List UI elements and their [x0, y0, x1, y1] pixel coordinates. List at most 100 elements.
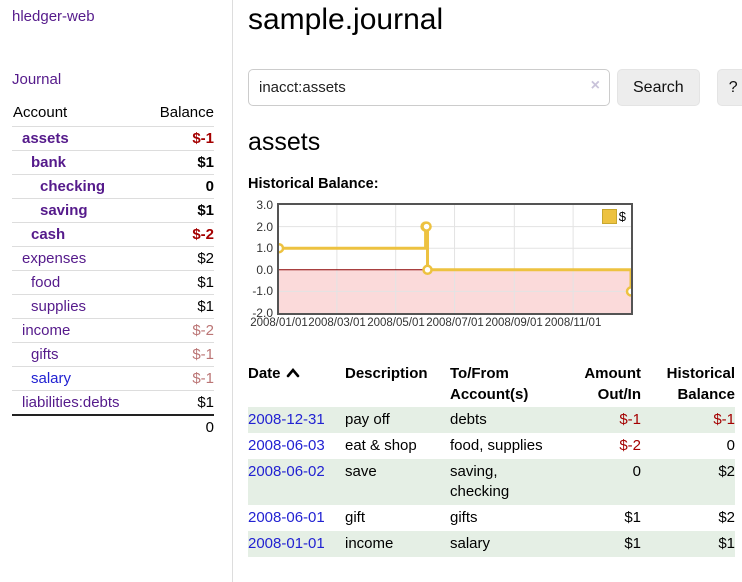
- transaction-date-cell: 2008-01-01: [248, 531, 345, 557]
- transaction-accounts: debts: [450, 407, 568, 433]
- transaction-date-link[interactable]: 2008-06-01: [248, 509, 325, 526]
- account-name-cell: supplies: [12, 294, 147, 319]
- account-row: assets $-1: [12, 126, 214, 151]
- account-link-gifts[interactable]: gifts: [31, 346, 59, 363]
- transaction-balance: 0: [726, 437, 735, 454]
- transaction-description: save: [345, 459, 450, 505]
- account-balance: $1: [146, 294, 214, 319]
- account-balance: $1: [146, 198, 214, 223]
- account-name-cell: salary: [12, 366, 147, 391]
- account-name-cell: saving: [12, 198, 147, 223]
- sort-ascending-icon[interactable]: [286, 367, 300, 378]
- help-button[interactable]: ?: [716, 69, 742, 106]
- transaction-row: 2008-06-03 eat & shop food, supplies $-2 0: [248, 433, 735, 459]
- y-axis-tick-label: 3.0: [256, 198, 273, 212]
- account-name-cell: cash: [12, 222, 147, 247]
- transaction-balance: $2: [718, 509, 735, 526]
- account-row: liabilities:debts $1: [12, 390, 214, 415]
- transaction-date-link[interactable]: 2008-06-02: [248, 463, 325, 480]
- accounts-header-account: Account: [13, 104, 68, 121]
- x-axis-tick-label: 2008/01/01: [250, 317, 308, 329]
- account-link-salary[interactable]: salary: [31, 370, 72, 387]
- transaction-amount: $1: [568, 531, 641, 557]
- transaction-accounts: food, supplies: [450, 437, 543, 454]
- account-name-cell: checking: [12, 174, 147, 199]
- accounts-header-row: Account Balance: [12, 100, 214, 127]
- clear-search-icon[interactable]: ×: [590, 77, 600, 94]
- data-point-marker: [273, 242, 285, 254]
- transactions-table: Date Description To/From Account(s) Amount Ou…: [248, 361, 735, 557]
- transactions-header-tofrom: To/From Account(s): [450, 365, 529, 403]
- transaction-date-cell: 2008-06-03: [248, 433, 345, 459]
- transaction-date-link[interactable]: 2008-12-31: [248, 411, 325, 428]
- search-input[interactable]: [248, 69, 610, 106]
- account-row: gifts $-1: [12, 342, 214, 367]
- account-balance: $-2: [146, 318, 214, 343]
- account-row: income $-2: [12, 318, 214, 343]
- account-link-checking[interactable]: checking: [40, 178, 106, 195]
- x-axis-tick-label: 2008/05/01: [367, 317, 425, 329]
- account-link-income[interactable]: income: [22, 322, 71, 339]
- search-button[interactable]: Search: [617, 69, 700, 106]
- transactions-header-amount: Amount Out/In: [584, 365, 641, 403]
- account-link-bank[interactable]: bank: [31, 154, 67, 171]
- sidebar-item-journal[interactable]: Journal: [12, 71, 62, 88]
- chart-plot-area[interactable]: $: [273, 203, 637, 315]
- accounts-total-spacer: [12, 414, 147, 439]
- transaction-amount: 0: [568, 459, 641, 505]
- transaction-balance: $-1: [641, 407, 735, 433]
- chart-legend: $: [601, 209, 626, 224]
- y-axis-tick-label: 1.0: [256, 241, 273, 255]
- account-link-saving[interactable]: saving: [40, 202, 88, 219]
- account-balance: $2: [146, 246, 214, 271]
- account-link-expenses[interactable]: expenses: [22, 250, 87, 267]
- account-link-cash[interactable]: cash: [31, 226, 66, 243]
- transaction-accounts: saving, checking: [450, 459, 568, 505]
- account-balance: $-1: [146, 366, 214, 391]
- account-row: food $1: [12, 270, 214, 295]
- x-axis-tick-label: 2008/11/01: [544, 317, 602, 329]
- y-axis-tick-label: 2.0: [256, 220, 273, 234]
- transaction-description: pay off: [345, 407, 450, 433]
- account-name-cell: gifts: [12, 342, 147, 367]
- account-name-cell: liabilities:debts: [12, 390, 147, 415]
- transaction-accounts: gifts: [450, 509, 478, 526]
- x-axis-tick-label: 2008/07/01: [426, 317, 484, 329]
- account-row: expenses $2: [12, 246, 214, 271]
- account-link-liabilities:debts[interactable]: liabilities:debts: [22, 394, 120, 411]
- account-balance: $1: [146, 150, 214, 175]
- transaction-balance: $1: [641, 531, 735, 557]
- account-balance: $1: [146, 390, 214, 415]
- transaction-date-link[interactable]: 2008-01-01: [248, 535, 325, 552]
- transaction-date-cell: 2008-06-02: [248, 459, 345, 505]
- app-title-link[interactable]: hledger-web: [12, 8, 95, 25]
- account-link-supplies[interactable]: supplies: [31, 298, 87, 315]
- data-point-marker: [421, 221, 432, 232]
- y-axis-tick-label: -2.0: [252, 306, 273, 320]
- data-point-marker: [422, 264, 433, 276]
- transaction-date-link[interactable]: 2008-06-03: [248, 437, 325, 454]
- account-name-cell: income: [12, 318, 147, 343]
- legend-swatch-icon: [601, 209, 617, 224]
- historical-balance-chart[interactable]: $3.0 2.0 1.0 0.0 -1.0 -2.0 2008/01/01 2008/03/0…: [248, 198, 735, 335]
- y-axis-tick-label: -1.0: [252, 284, 273, 298]
- transactions-header-row: Date Description To/From Account(s) Amount Ou…: [248, 361, 735, 407]
- transaction-amount: $-2: [619, 437, 641, 454]
- account-row: checking 0: [12, 174, 214, 199]
- search-form: × Search ?: [248, 69, 742, 106]
- chart-svg: [273, 205, 637, 313]
- account-link-assets[interactable]: assets: [22, 130, 69, 147]
- account-name-cell: expenses: [12, 246, 147, 271]
- account-name-cell: food: [12, 270, 147, 295]
- account-balance: 0: [146, 174, 214, 199]
- account-row: bank $1: [12, 150, 214, 175]
- data-point-marker: [625, 286, 637, 297]
- accounts-table: Account Balance assets $-1 bank $1 checking 0…: [12, 100, 214, 439]
- accounts-total-balance: 0: [146, 414, 214, 439]
- transaction-description: income: [345, 531, 450, 557]
- transaction-row: 2008-06-02 save saving, checking 0 $2: [248, 459, 735, 505]
- transactions-header-historical: Historical Balance: [666, 365, 735, 403]
- account-row: saving $1: [12, 198, 214, 223]
- account-link-food[interactable]: food: [31, 274, 61, 291]
- transactions-header-date[interactable]: Date: [248, 361, 345, 407]
